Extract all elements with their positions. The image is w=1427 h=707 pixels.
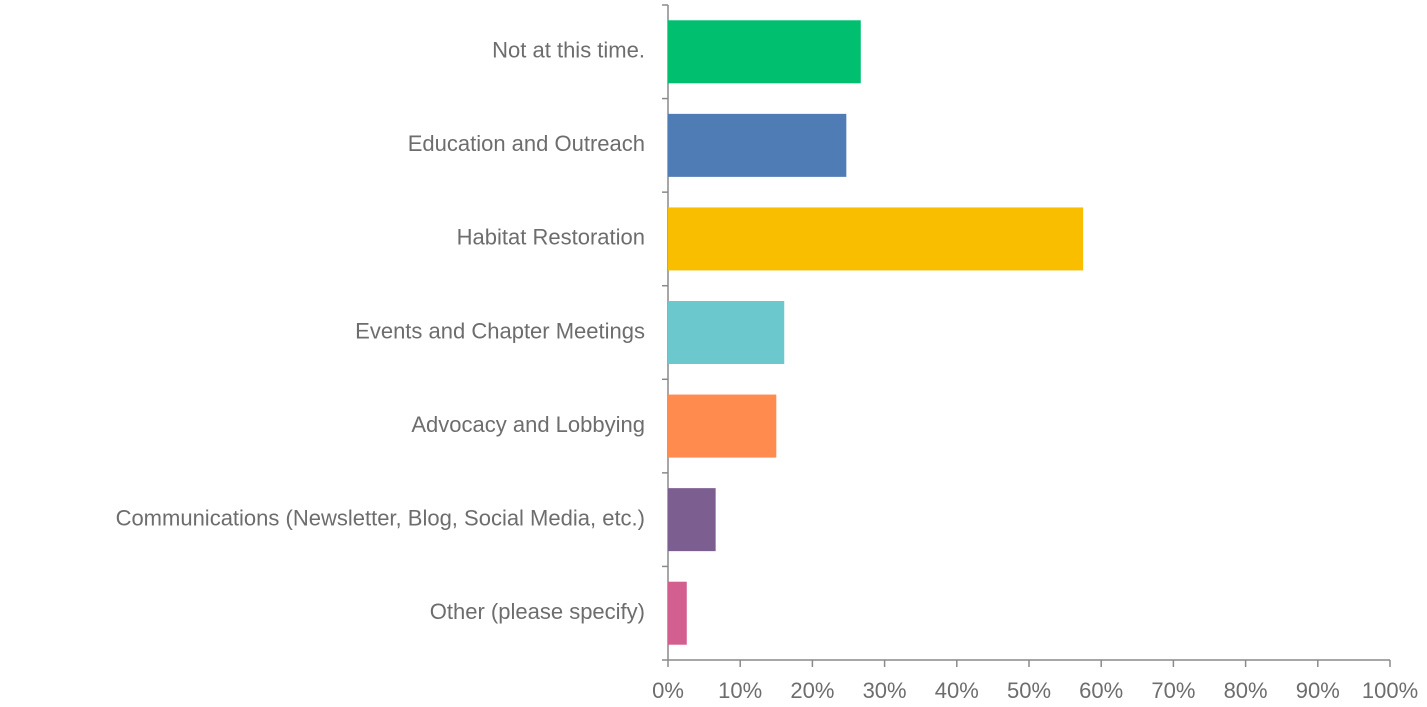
x-tick-label: 50% <box>1007 678 1051 703</box>
y-tick-label: Habitat Restoration <box>457 225 645 250</box>
x-tick-label: 100% <box>1362 678 1418 703</box>
y-tick-label: Education and Outreach <box>408 131 645 156</box>
x-tick-label: 70% <box>1151 678 1195 703</box>
x-tick-label: 0% <box>652 678 684 703</box>
y-tick-label: Events and Chapter Meetings <box>355 318 645 343</box>
y-tick-label: Communications (Newsletter, Blog, Social… <box>116 505 645 530</box>
bar <box>668 207 1084 271</box>
y-tick-label: Not at this time. <box>492 38 645 63</box>
x-tick-label: 10% <box>718 678 762 703</box>
y-tick-label: Advocacy and Lobbying <box>411 412 645 437</box>
x-tick-label: 40% <box>935 678 979 703</box>
x-tick-label: 20% <box>790 678 834 703</box>
y-tick-label: Other (please specify) <box>430 599 645 624</box>
bar <box>668 20 861 84</box>
x-tick-label: 80% <box>1224 678 1268 703</box>
bar <box>668 488 716 552</box>
bar <box>668 394 777 458</box>
bar <box>668 301 785 364</box>
x-tick-label: 90% <box>1296 678 1340 703</box>
x-tick-label: 30% <box>863 678 907 703</box>
bar <box>668 581 687 645</box>
bar <box>668 113 847 177</box>
x-tick-label: 60% <box>1079 678 1123 703</box>
